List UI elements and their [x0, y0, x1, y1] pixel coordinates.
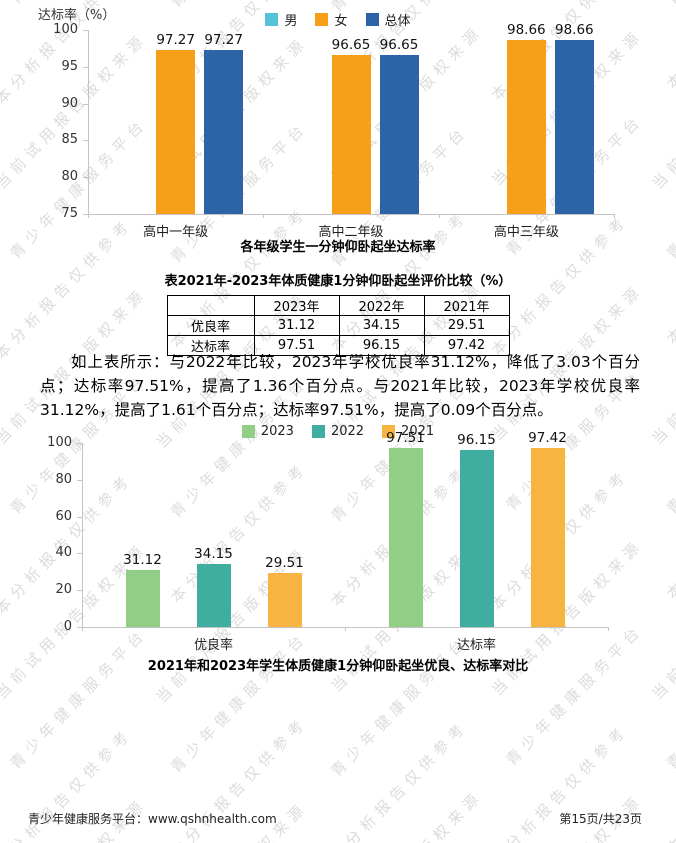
y-tick-label: 80: [0, 472, 72, 487]
x-tick-mark: [345, 627, 346, 631]
bar-value-label: 96.65: [364, 37, 434, 53]
table-row: 优良率31.1234.1529.51: [167, 316, 509, 336]
y-tick-mark: [83, 30, 88, 31]
bar-女-高中二年级: [332, 55, 371, 214]
y-tick-mark: [77, 590, 82, 591]
y-tick-label: 95: [0, 59, 78, 74]
report-page: 当前试用报告版权来源 青少年健康服务平台 本分析报告仅供参考 当前试用报告版权来…: [0, 0, 676, 843]
bar-2021-达标率: [531, 448, 565, 627]
bar-2023-优良率: [126, 570, 160, 627]
y-tick-label: 0: [0, 619, 72, 634]
analysis-paragraph: 如上表所示：与2022年比较，2023年学校优良率31.12%，降低了3.03个…: [40, 350, 640, 422]
table-cell: 34.15: [339, 316, 424, 336]
table-cell: 优良率: [167, 316, 254, 336]
bar-value-label: 97.27: [189, 32, 259, 48]
y-tick-label: 75: [0, 206, 78, 221]
table-cell: 31.12: [254, 316, 339, 336]
y-tick-label: 100: [0, 435, 72, 450]
x-tick-mark: [263, 214, 264, 218]
bar-value-label: 98.66: [539, 22, 609, 38]
chart-title: 各年级学生一分钟仰卧起坐达标率: [0, 236, 676, 255]
bar-value-label: 31.12: [108, 552, 178, 568]
footer-platform-url: 青少年健康服务平台：www.qshnhealth.com: [28, 810, 277, 827]
bar-value-label: 97.51: [371, 430, 441, 446]
plot-area: 0 20 40 60 80 100 优良率 31.1234.1529.51 达标率 97.5196…: [0, 418, 676, 680]
y-axis-line: [88, 30, 89, 214]
x-tick-mark: [608, 627, 609, 631]
x-category-label: 达标率: [417, 634, 537, 653]
x-tick-mark: [439, 214, 440, 218]
y-tick-mark: [77, 480, 82, 481]
y-tick-label: 80: [0, 169, 78, 184]
x-category-label: 优良率: [154, 634, 274, 653]
y-tick-mark: [83, 67, 88, 68]
table-header-row: 2023年2022年2021年: [167, 296, 509, 316]
y-tick-mark: [77, 517, 82, 518]
comparison-table: 2023年2022年2021年 优良率31.1234.1529.51达标率97.…: [167, 295, 510, 356]
table-header-cell: [167, 296, 254, 316]
year-comparison-bar-chart: 202320222021 020406080100优良率31.1234.1529…: [0, 418, 676, 680]
bar-2022-优良率: [197, 564, 231, 627]
y-tick-mark: [83, 177, 88, 178]
y-tick-label: 60: [0, 509, 72, 524]
y-tick-label: 85: [0, 132, 78, 147]
comparison-table-section: 表2021年-2023年体质健康1分钟仰卧起坐评价比较（%） 2023年2022…: [0, 266, 676, 356]
y-tick-label: 20: [0, 582, 72, 597]
table-header-cell: 2021年: [424, 296, 509, 316]
y-tick-label: 100: [0, 22, 78, 37]
x-tick-mark: [614, 214, 615, 218]
table-cell: 29.51: [424, 316, 509, 336]
y-tick-mark: [77, 553, 82, 554]
y-tick-mark: [77, 443, 82, 444]
y-axis-line: [82, 443, 83, 627]
table-header: 2023年2022年2021年: [167, 296, 509, 316]
x-tick-mark: [82, 627, 83, 631]
bar-女-高中三年级: [507, 40, 546, 214]
y-tick-mark: [83, 104, 88, 105]
table-header-cell: 2023年: [254, 296, 339, 316]
grade-passrate-bar-chart: 达标率（%） 男女总体 7580859095100高中一年级97.2797.27…: [0, 0, 676, 258]
x-tick-mark: [88, 214, 89, 218]
table-header-cell: 2022年: [339, 296, 424, 316]
bar-value-label: 97.42: [513, 430, 583, 446]
bar-2021-优良率: [268, 573, 302, 627]
plot-area: 7580859095100高中一年级97.2797.27高中二年级96.6596…: [0, 0, 676, 258]
y-tick-mark: [83, 140, 88, 141]
bar-总体-高中二年级: [380, 55, 419, 214]
y-tick-label: 90: [0, 96, 78, 111]
bar-value-label: 29.51: [250, 555, 320, 571]
x-axis-line: [88, 214, 614, 215]
y-tick-label: 40: [0, 545, 72, 560]
chart-title: 2021年和2023年学生体质健康1分钟仰卧起坐优良、达标率对比: [0, 655, 676, 674]
footer-page-number: 第15页/共23页: [559, 810, 642, 827]
bar-2023-达标率: [389, 448, 423, 627]
bar-女-高中一年级: [156, 50, 195, 214]
bar-value-label: 96.15: [442, 432, 512, 448]
bar-2022-达标率: [460, 450, 494, 627]
bar-value-label: 34.15: [179, 546, 249, 562]
table-title: 表2021年-2023年体质健康1分钟仰卧起坐评价比较（%）: [0, 270, 676, 289]
bar-总体-高中一年级: [204, 50, 243, 214]
bar-总体-高中三年级: [555, 40, 594, 214]
